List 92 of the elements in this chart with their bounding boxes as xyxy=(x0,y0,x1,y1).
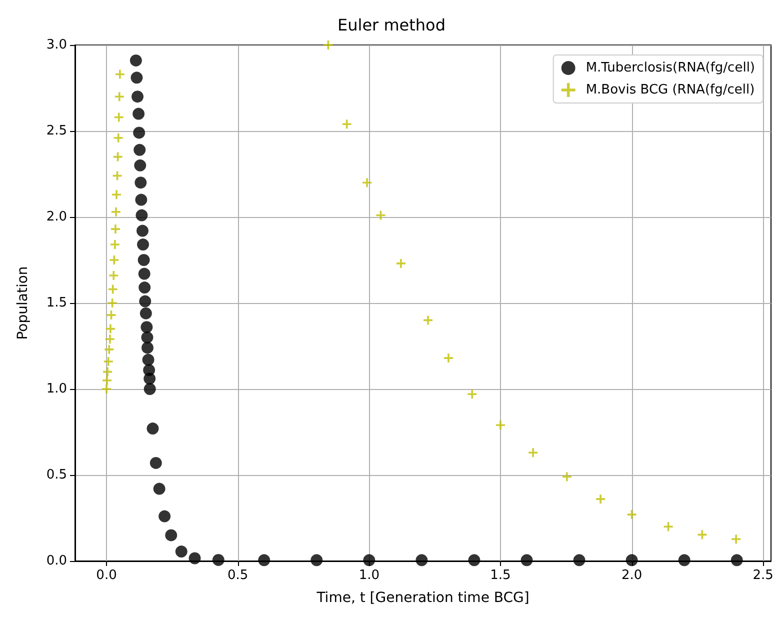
point xyxy=(114,112,124,122)
point xyxy=(110,240,120,250)
x-tick-label: 1.5 xyxy=(490,568,511,583)
point xyxy=(141,331,154,344)
point xyxy=(102,376,112,385)
point xyxy=(175,546,188,558)
point xyxy=(133,126,146,139)
point xyxy=(106,324,115,334)
point xyxy=(114,92,124,102)
legend-label: M.Tuberclosis(RNA(fg/cell) xyxy=(586,60,756,76)
point xyxy=(342,120,352,129)
x-tick-label: 2.0 xyxy=(621,568,642,583)
point xyxy=(140,321,153,334)
point xyxy=(138,268,150,280)
point xyxy=(134,159,146,172)
point xyxy=(111,207,120,216)
point xyxy=(310,554,323,566)
point xyxy=(114,133,123,142)
point xyxy=(142,354,154,366)
point xyxy=(112,190,121,200)
point xyxy=(596,494,606,504)
y-tick-label: 0.0 xyxy=(46,554,67,568)
point xyxy=(528,448,538,458)
point xyxy=(130,72,143,84)
legend-label: M.Bovis BCG (RNA(fg/cell) xyxy=(586,82,755,98)
point xyxy=(136,224,148,237)
point xyxy=(138,282,151,294)
point xyxy=(730,554,743,566)
point xyxy=(142,342,154,354)
point xyxy=(444,354,453,363)
chart-title: Euler method xyxy=(338,16,446,34)
y-axis-title: Population xyxy=(15,266,31,340)
y-tick-label: 2.0 xyxy=(46,210,67,224)
point xyxy=(362,178,372,188)
point xyxy=(132,108,145,120)
point xyxy=(423,316,432,325)
y-tick-label: 0.5 xyxy=(46,468,67,482)
point xyxy=(102,384,112,394)
point xyxy=(140,307,152,320)
point xyxy=(134,144,146,156)
point xyxy=(416,554,428,566)
point xyxy=(139,295,152,308)
point xyxy=(158,510,171,522)
point xyxy=(104,356,113,366)
point xyxy=(144,383,156,395)
point xyxy=(626,554,638,566)
x-tick-label: 0.5 xyxy=(227,568,248,583)
point xyxy=(153,482,166,495)
point xyxy=(109,270,118,280)
point xyxy=(130,54,142,66)
point xyxy=(258,554,270,566)
y-tick-label: 1.0 xyxy=(46,382,67,396)
point xyxy=(137,238,150,251)
point xyxy=(468,554,480,566)
point xyxy=(144,372,156,385)
point xyxy=(136,209,148,222)
point xyxy=(146,422,159,435)
point xyxy=(324,40,333,50)
point xyxy=(363,554,376,566)
point xyxy=(106,310,116,320)
x-tick-label: 1.0 xyxy=(358,568,380,583)
x-tick-label: 2.5 xyxy=(752,568,774,583)
point xyxy=(138,254,150,266)
point xyxy=(108,298,117,308)
point xyxy=(103,367,112,376)
point xyxy=(212,554,224,566)
point xyxy=(165,529,178,542)
y-tick-label: 2.5 xyxy=(46,124,67,138)
point xyxy=(188,552,201,564)
point xyxy=(664,522,673,532)
point xyxy=(396,258,406,268)
x-axis-title: Time, t [Generation time BCG] xyxy=(316,590,530,606)
point xyxy=(135,194,148,206)
point xyxy=(132,90,144,103)
point xyxy=(150,456,162,469)
y-tick-label: 3.0 xyxy=(46,38,67,52)
point xyxy=(115,70,124,79)
point xyxy=(468,390,477,399)
point xyxy=(110,256,119,264)
y-tick-label: 1.5 xyxy=(46,296,67,310)
point xyxy=(134,176,147,189)
point xyxy=(105,334,114,344)
point xyxy=(104,344,114,354)
point xyxy=(110,224,120,234)
point xyxy=(562,472,572,482)
point xyxy=(496,420,505,430)
x-tick-label: 0.0 xyxy=(96,568,117,583)
point xyxy=(520,554,533,566)
point xyxy=(573,554,586,566)
point xyxy=(627,510,636,520)
point xyxy=(678,554,690,566)
point xyxy=(732,534,741,544)
